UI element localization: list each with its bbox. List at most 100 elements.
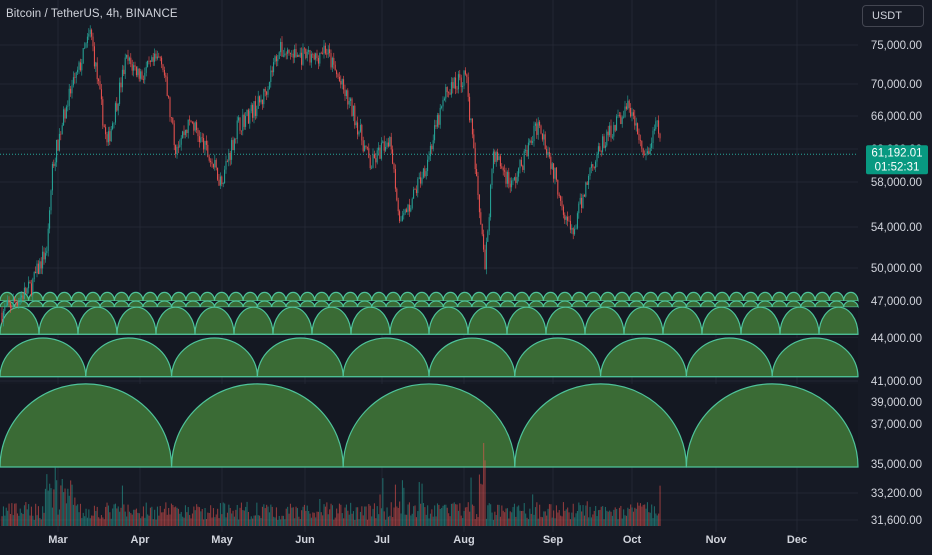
volume-bar [28,504,30,526]
candle-body [158,56,160,58]
candle-body [656,120,658,122]
candle-body [432,140,434,150]
volume-bar [30,506,32,526]
volume-bar [634,507,636,526]
candle-body [567,216,569,221]
volume-bar [462,518,464,526]
candle-body [628,100,630,108]
candle-body [205,140,207,145]
arc-shape [584,306,625,335]
candle-body [516,176,518,183]
volume-bar [401,480,403,526]
arc-shape [428,337,516,378]
candle-body [49,210,51,229]
volume-bar [611,515,613,526]
volume-bar [277,519,279,526]
volume-bar [170,503,172,526]
candle-body [644,154,646,156]
volume-bar [415,517,417,526]
arc-shape [170,337,259,378]
candle-body [541,133,543,140]
volume-bar [296,508,298,526]
candle-body [268,82,270,90]
y-tick-label: 33,200.00 [871,488,922,500]
candle-body [218,179,220,186]
x-tick-label: Oct [623,534,642,546]
candle-body [655,121,657,130]
candle-body [448,92,450,93]
candle-body [323,45,325,54]
candle-body [621,117,623,125]
volume-bar [623,509,625,526]
candle-body [351,98,353,116]
candle-body [558,194,560,197]
volume-bar [539,504,541,526]
candle-body [477,175,479,195]
volume-bar [359,511,361,526]
candle-body [193,122,195,131]
volume-bar [527,519,529,526]
y-tick-label: 54,000.00 [871,222,922,234]
candle-body [119,82,121,104]
candle-body [219,176,221,186]
volume-bar [476,514,478,526]
candle-body [348,100,350,105]
candle-body [450,82,452,95]
volume-bar [540,516,542,526]
candle-body [54,162,56,167]
volume-bar [511,512,513,526]
y-tick-label: 41,000.00 [871,376,922,388]
candle-body [89,29,91,34]
price-tag-price: 61,192.01 [871,147,922,159]
candle-body [138,68,140,79]
volume-bar [156,506,158,526]
candle-body [75,72,77,78]
candle-body [638,133,640,140]
candle-body [537,121,539,135]
volume-bar [1,516,3,526]
arc-shape [467,306,508,335]
volume-bar [448,513,450,526]
candle-body [82,48,84,64]
volume-bar [403,487,405,526]
volume-bar [117,506,119,526]
volume-bar [497,504,499,526]
arc-shape [170,383,344,468]
volume-bar [343,518,345,526]
candle-body [68,88,70,106]
candle-body [614,125,616,131]
volume-bar [431,509,433,526]
candle-body [162,64,164,70]
volume-bar [317,511,319,526]
candle-body [296,55,298,57]
volume-bar [134,509,136,526]
volume-bar [154,509,156,526]
volume-bar [268,512,270,526]
currency-selector-button[interactable]: USDT [862,5,924,27]
candle-body [435,125,437,127]
candle-body [579,197,581,204]
volume-bar [193,506,195,526]
volume-bar [571,512,573,526]
volume-bar [63,492,65,526]
volume-bar [659,485,661,526]
candle-body [641,140,643,149]
candle-body [26,288,28,294]
candle-body [312,54,314,55]
candle-body [471,118,473,135]
volume-bar [365,506,367,526]
volume-bar [387,516,389,526]
candle-body [590,164,592,168]
arc-shape [514,383,688,468]
volume-bar [205,519,207,526]
candle-body [151,57,153,62]
candle-body [145,66,147,73]
candle-body [271,70,273,73]
candle-body [149,61,151,62]
volume-bar [393,507,395,526]
candle-body [417,178,419,194]
candle-body [124,57,126,75]
candle-body [309,50,311,63]
